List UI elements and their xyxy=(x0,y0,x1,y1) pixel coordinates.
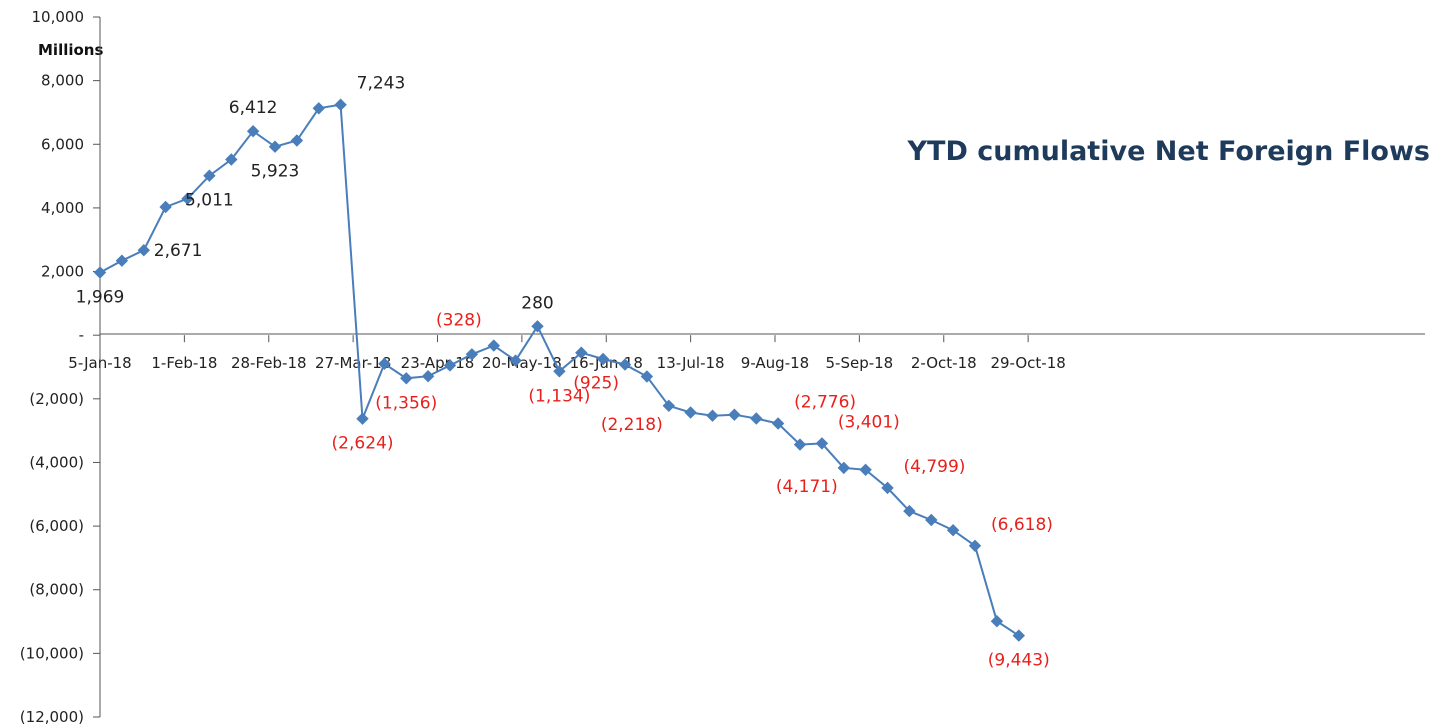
data-label: (925) xyxy=(573,374,619,394)
data-point xyxy=(837,461,851,475)
data-point xyxy=(968,539,982,553)
data-point xyxy=(859,463,872,477)
data-label: (9,443) xyxy=(988,651,1050,671)
y-tick-label: (2,000) xyxy=(29,390,84,408)
data-point xyxy=(312,102,326,115)
x-tick-label: 1-Feb-18 xyxy=(151,354,217,372)
y-tick-label: 8,000 xyxy=(41,72,84,90)
y-tick-label: 6,000 xyxy=(41,135,84,153)
data-point xyxy=(946,523,960,537)
data-point xyxy=(378,357,391,371)
series-group xyxy=(93,98,1026,642)
y-tick-label: 10,000 xyxy=(32,8,85,26)
data-label: 280 xyxy=(521,293,553,313)
data-point xyxy=(465,348,479,361)
data-point xyxy=(159,200,172,214)
data-label: 7,243 xyxy=(357,74,406,94)
x-tick-label: 2-Oct-18 xyxy=(911,354,977,372)
x-tick-label: 20-May-18 xyxy=(482,354,562,372)
data-point xyxy=(640,370,654,383)
data-point xyxy=(181,192,194,205)
data-point xyxy=(815,437,829,450)
y-tick-label: (10,000) xyxy=(20,644,84,662)
data-point xyxy=(531,320,544,333)
data-point xyxy=(771,417,785,430)
data-point xyxy=(990,614,1004,628)
data-point xyxy=(487,339,501,352)
data-label: (2,218) xyxy=(601,415,663,435)
y-tick-label: (12,000) xyxy=(20,708,84,726)
data-label: (4,171) xyxy=(776,477,838,497)
x-tick-label: 13-Jul-18 xyxy=(657,354,725,372)
x-tick-label: 5-Sep-18 xyxy=(826,354,894,372)
data-point xyxy=(575,346,588,359)
chart-title: YTD cumulative Net Foreign Flows xyxy=(906,136,1430,167)
x-ticks: 5-Jan-18 1-Feb-18 28-Feb-18 27-Mar-18 23-Apr… xyxy=(68,335,1066,372)
x-tick-label: 9-Aug-18 xyxy=(741,354,809,372)
data-point xyxy=(93,266,107,279)
y-ticks: 10,000 8,000 6,000 4,000 2,000 - (2,000) (4,000… xyxy=(20,8,100,726)
data-label: (2,624) xyxy=(332,434,394,454)
data-point xyxy=(925,513,938,527)
data-label: 5,923 xyxy=(251,162,300,182)
data-label: (1,356) xyxy=(375,393,437,413)
data-point xyxy=(137,243,151,257)
y-tick-label: (4,000) xyxy=(29,453,84,471)
data-point xyxy=(684,406,697,419)
data-point xyxy=(356,412,369,425)
data-label: (1,134) xyxy=(528,386,590,406)
y-tick-label: 4,000 xyxy=(41,199,84,217)
data-point xyxy=(553,365,566,378)
data-point xyxy=(662,399,676,413)
data-label: 6,412 xyxy=(229,98,278,118)
data-point xyxy=(793,438,807,451)
x-tick-label: 29-Oct-18 xyxy=(990,354,1065,372)
data-point xyxy=(509,354,522,367)
x-tick-label: 27-Mar-18 xyxy=(315,354,391,372)
data-point xyxy=(706,409,719,422)
x-tick-label: 28-Feb-18 xyxy=(231,354,307,372)
data-point xyxy=(203,169,216,182)
data-label: (3,401) xyxy=(838,412,900,432)
data-label: 2,671 xyxy=(154,241,203,261)
y-tick-label: - xyxy=(79,326,84,344)
data-label: (4,799) xyxy=(904,457,966,477)
data-point xyxy=(1012,629,1026,642)
data-label: (2,776) xyxy=(794,393,856,413)
data-point xyxy=(421,369,435,383)
data-point xyxy=(400,372,413,385)
data-point xyxy=(881,481,894,495)
data-point xyxy=(443,359,457,372)
y-tick-label: (8,000) xyxy=(29,581,84,599)
data-point xyxy=(750,412,763,425)
data-label: 1,969 xyxy=(76,288,125,308)
y-tick-label: (6,000) xyxy=(29,517,84,535)
data-point xyxy=(246,124,260,138)
data-labels: 1,969 2,671 5,011 6,412 5,923 7,243 (2,624) (1,… xyxy=(76,74,1053,671)
data-point xyxy=(290,134,304,147)
data-point xyxy=(225,153,238,166)
data-point xyxy=(596,352,610,366)
data-point xyxy=(115,254,129,267)
y-tick-label: 2,000 xyxy=(41,263,84,281)
x-tick-label: 23-Apr-18 xyxy=(401,354,475,372)
data-point xyxy=(334,98,347,111)
x-tick-label: 5-Jan-18 xyxy=(68,354,131,372)
data-label: 5,011 xyxy=(185,191,234,211)
data-point xyxy=(903,504,916,518)
data-label: (328) xyxy=(436,311,482,331)
data-label: (6,618) xyxy=(991,515,1053,535)
data-point xyxy=(728,408,741,421)
y-unit-label: Millions xyxy=(38,41,103,59)
data-point xyxy=(268,140,282,153)
data-point xyxy=(618,358,632,371)
